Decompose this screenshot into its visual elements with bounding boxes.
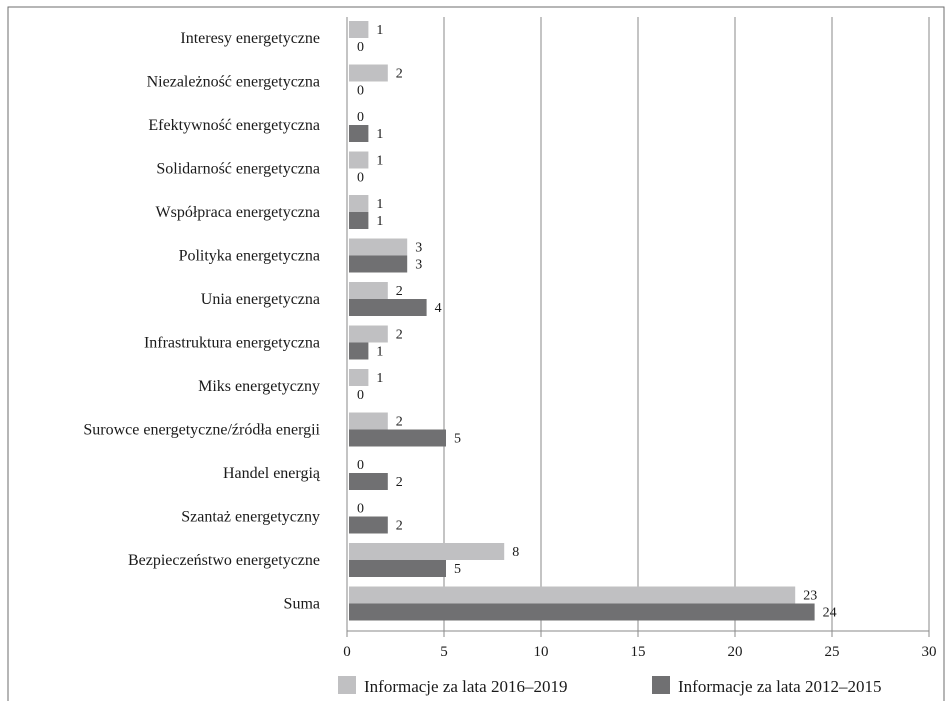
category-label: Bezpieczeństwo energetyczne: [128, 552, 320, 569]
bar-series-1: [349, 586, 796, 604]
category-label: Surowce energetyczne/źródła energii: [83, 422, 320, 439]
bar-series-1: [349, 64, 388, 82]
category-label: Unia energetyczna: [201, 291, 320, 308]
data-label-series-1: 0: [357, 502, 364, 517]
data-label-series-2: 2: [396, 519, 403, 534]
bar-series-1: [349, 195, 369, 212]
data-label-series-2: 5: [454, 562, 461, 577]
category-label: Miks energetyczny: [198, 378, 320, 395]
data-label-series-1: 1: [376, 371, 383, 386]
x-tick-label: 0: [343, 644, 351, 660]
data-label-series-1: 8: [512, 545, 519, 560]
x-tick-label: 30: [922, 644, 937, 660]
data-label-series-1: 2: [396, 67, 403, 82]
x-tick-label: 5: [440, 644, 448, 660]
data-label-series-1: 0: [357, 458, 364, 473]
bar-series-1: [349, 238, 408, 256]
legend-swatch-series-1: [338, 676, 356, 694]
category-label: Polityka energetyczna: [179, 248, 320, 265]
x-tick-label: 20: [728, 644, 743, 660]
legend-label-series-2: Informacje za lata 2012–2015: [678, 677, 881, 696]
data-label-series-2: 0: [357, 171, 364, 186]
data-label-series-2: 0: [357, 40, 364, 55]
data-label-series-2: 4: [435, 301, 442, 316]
x-tick-label: 15: [631, 644, 646, 660]
bar-series-2: [349, 255, 408, 273]
x-tick-label: 10: [534, 644, 549, 660]
data-label-series-2: 1: [376, 214, 383, 229]
bar-series-2: [349, 212, 369, 229]
bar-series-2: [349, 342, 369, 360]
bar-series-1: [349, 369, 369, 386]
bar-series-2: [349, 299, 427, 316]
data-label-series-2: 1: [376, 127, 383, 142]
bar-series-2: [349, 560, 446, 577]
legend-swatch-series-2: [652, 676, 670, 694]
data-label-series-2: 0: [357, 388, 364, 403]
category-label: Suma: [284, 596, 320, 613]
data-label-series-2: 3: [415, 258, 422, 273]
data-label-series-2: 5: [454, 432, 461, 447]
data-label-series-2: 0: [357, 84, 364, 99]
bar-series-2: [349, 603, 815, 621]
data-label-series-1: 1: [376, 197, 383, 212]
chart-border: [7, 6, 945, 701]
bar-series-1: [349, 282, 388, 299]
bar-series-2: [349, 125, 369, 142]
data-label-series-1: 2: [396, 328, 403, 343]
data-label-series-1: 2: [396, 284, 403, 299]
bar-series-1: [349, 543, 505, 560]
category-label: Solidarność energetyczna: [156, 161, 320, 178]
legend-label-series-1: Informacje za lata 2016–2019: [364, 677, 567, 696]
data-label-series-1: 1: [376, 154, 383, 169]
data-label-series-2: 24: [823, 606, 837, 621]
category-label: Współpraca energetyczna: [156, 204, 321, 221]
bar-series-1: [349, 412, 388, 430]
data-label-series-1: 2: [396, 415, 403, 430]
bar-series-2: [349, 516, 388, 534]
data-label-series-2: 2: [396, 475, 403, 490]
data-label-series-1: 23: [803, 589, 817, 604]
data-label-series-1: 3: [415, 241, 422, 256]
data-label-series-1: 1: [376, 23, 383, 38]
category-label: Niezależność energetyczna: [147, 74, 320, 91]
category-label: Szantaż energetyczny: [181, 509, 320, 526]
category-label: Handel energią: [223, 465, 321, 482]
bar-series-1: [349, 151, 369, 169]
category-label: Infrastruktura energetyczna: [144, 335, 320, 352]
bar-series-2: [349, 429, 446, 447]
data-label-series-2: 1: [376, 345, 383, 360]
data-label-series-1: 0: [357, 110, 364, 125]
category-label: Interesy energetyczne: [180, 30, 320, 47]
bar-series-2: [349, 473, 388, 490]
category-label: Efektywność energetyczna: [148, 117, 320, 134]
bar-series-1: [349, 325, 388, 343]
bar-series-1: [349, 21, 369, 38]
x-tick-label: 25: [825, 644, 840, 660]
